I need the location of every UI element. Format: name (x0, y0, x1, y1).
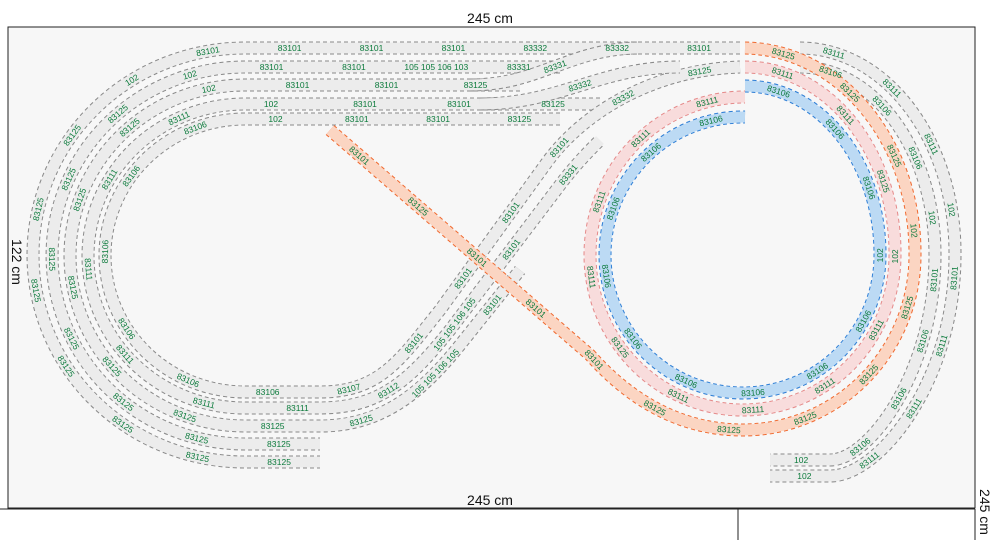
track-piece-label: 102 (182, 68, 199, 82)
track-piece-label: 83101 (948, 266, 960, 291)
track-piece-label: 83101 (442, 43, 466, 53)
track-piece-label: 83125 (717, 424, 742, 436)
track-piece-label: 102 (201, 82, 217, 95)
track-piece-label: 83101 (360, 43, 384, 53)
track-piece-label: 83125 (261, 421, 285, 431)
track-piece-label: 102 (926, 210, 938, 226)
track-piece-label: 83106 (600, 264, 613, 289)
track-piece-label: 83101 (687, 43, 711, 53)
track-branch_b[interactable] (479, 61, 681, 110)
right-width-label: 245 cm (977, 489, 993, 535)
track-left0[interactable] (27, 42, 740, 468)
track-piece-label: 83101 (928, 267, 940, 292)
track-piece-label: 102 (890, 249, 900, 264)
track-piece-label: 83106 (256, 387, 280, 397)
track-piece-label: 102 (264, 99, 278, 109)
track-piece-label: 83125 (464, 80, 488, 90)
track-piece-label: 102 (794, 455, 808, 465)
track-piece-label: 83101 (278, 43, 302, 53)
track-piece-label: 83111 (742, 404, 765, 415)
left-height-label: 122 cm (9, 239, 25, 285)
track-piece-label: 83101 (447, 99, 471, 109)
track-piece-label: 102 (797, 471, 811, 481)
track-piece-label: 102 (945, 202, 957, 218)
track-left4[interactable] (99, 61, 741, 398)
bottom-width-label: 245 cm (467, 492, 513, 508)
track-piece-label: 83111 (286, 403, 309, 413)
track-piece-label: 83111 (83, 258, 95, 281)
track-branch_a[interactable] (469, 42, 641, 91)
track-piece-label: 83101 (286, 80, 310, 90)
track-piece-label: 83125 (541, 99, 565, 109)
track-piece-label: 105 105 106 103 (404, 62, 468, 72)
track-piece-label: 83106 (741, 387, 766, 399)
track-orange[interactable] (326, 42, 921, 436)
track-piece-label: 83101 (260, 62, 284, 72)
track-piece-label: 83101 (375, 80, 399, 90)
top-width-label: 245 cm (467, 10, 513, 26)
track-piece-label: 102 (908, 223, 919, 238)
track-piece-label: 83101 (195, 44, 220, 58)
track-blue[interactable] (599, 80, 886, 399)
track-piece-label: 83111 (585, 265, 598, 289)
track-pink[interactable] (584, 61, 901, 416)
track-piece-label: 83106 (100, 239, 111, 263)
track-piece-label: 83101 (426, 114, 450, 124)
track-piece-label: 83101 (353, 99, 377, 109)
track-piece-label: 83125 (66, 275, 80, 300)
track-piece-label: 83101 (345, 114, 369, 124)
track-left1[interactable] (46, 61, 560, 450)
track-piece-label: 83332 (523, 43, 547, 53)
track-piece-label: 83125 (47, 247, 58, 271)
track-piece-label: 83125 (508, 114, 532, 124)
track-piece-label: 83125 (267, 439, 291, 449)
track-piece-label: 83101 (342, 62, 366, 72)
track-left2[interactable] (64, 79, 525, 432)
track-right_inner[interactable] (770, 61, 941, 466)
track-left3[interactable] (82, 98, 604, 414)
track-piece-label: 83125 (687, 64, 712, 78)
track-piece-label: 83125 (267, 457, 291, 467)
track-piece-label: 102 (268, 114, 282, 124)
track-piece-label: 83331 (507, 62, 531, 72)
tracks-group (26, 41, 962, 483)
track-piece-label: 102 (875, 248, 885, 263)
track-piece-label: 83332 (605, 43, 629, 53)
track-right_outer[interactable] (770, 42, 961, 482)
track-piece-label: 83125 (29, 278, 43, 303)
